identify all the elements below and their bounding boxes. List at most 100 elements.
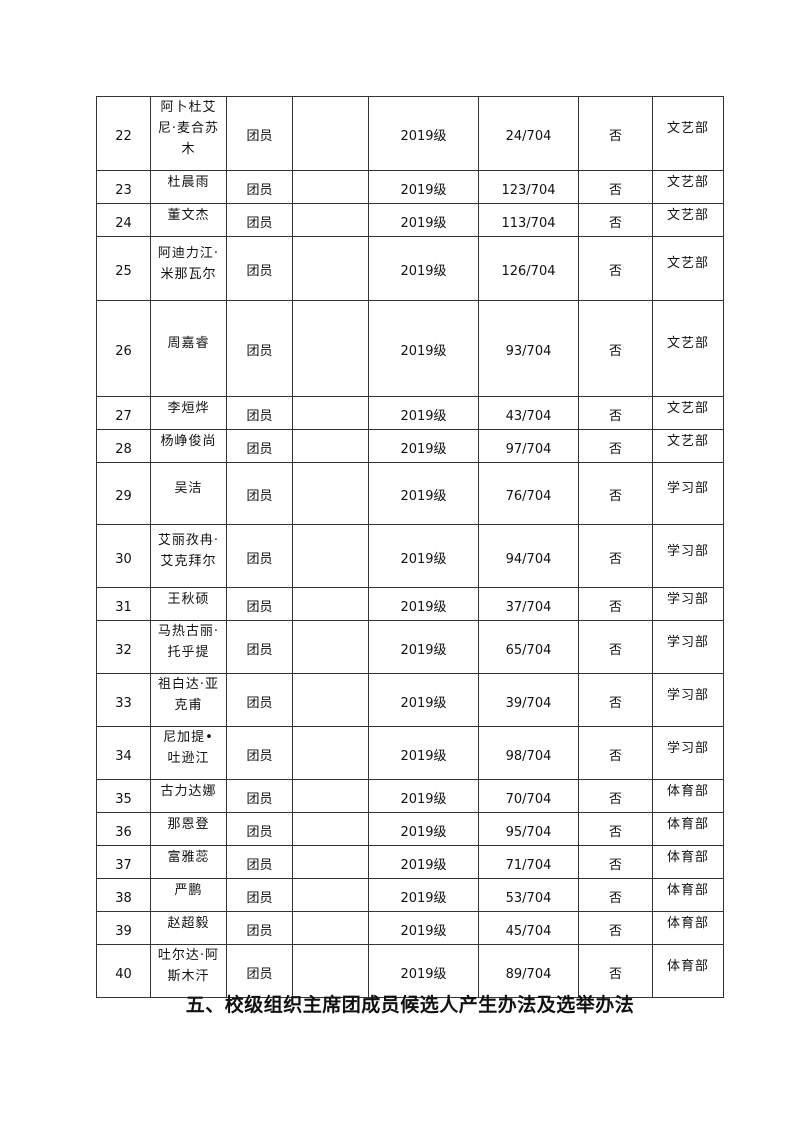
member-name: 尼加提•吐逊江 [150, 726, 227, 780]
class-rank: 98/704 [478, 726, 579, 780]
empty-cell [292, 236, 369, 301]
member-name: 那恩登 [150, 812, 227, 846]
empty-cell [292, 462, 369, 525]
grade: 2019级 [368, 779, 479, 813]
member-name: 王秋硕 [150, 587, 227, 621]
department: 体育部 [652, 812, 724, 846]
department: 文艺部 [652, 96, 724, 171]
flag-value: 否 [578, 170, 653, 204]
row-number: 27 [96, 396, 151, 430]
row-number: 22 [96, 96, 151, 171]
grade: 2019级 [368, 620, 479, 674]
empty-cell [292, 726, 369, 780]
member-role: 团员 [226, 726, 293, 780]
member-name: 艾丽孜冉·艾克拜尔 [150, 524, 227, 588]
member-name: 董文杰 [150, 203, 227, 237]
member-name: 祖白达·亚克甫 [150, 673, 227, 727]
table-row: 30 艾丽孜冉·艾克拜尔 团员 2019级 94/704 否学习部 [96, 524, 724, 588]
grade: 2019级 [368, 236, 479, 301]
empty-cell [292, 170, 369, 204]
row-number: 35 [96, 779, 151, 813]
table-row: 36 那恩登 团员 2019级 95/704 否体育部 [96, 812, 724, 846]
class-rank: 65/704 [478, 620, 579, 674]
empty-cell [292, 524, 369, 588]
department: 体育部 [652, 779, 724, 813]
member-name: 杜晨雨 [150, 170, 227, 204]
flag-value: 否 [578, 203, 653, 237]
member-name: 吴洁 [150, 462, 227, 525]
department: 文艺部 [652, 170, 724, 204]
member-name: 赵超毅 [150, 911, 227, 945]
class-rank: 126/704 [478, 236, 579, 301]
class-rank: 93/704 [478, 300, 579, 397]
member-role: 团员 [226, 170, 293, 204]
member-role: 团员 [226, 673, 293, 727]
member-role: 团员 [226, 236, 293, 301]
empty-cell [292, 878, 369, 912]
flag-value: 否 [578, 944, 653, 998]
member-role: 团员 [226, 911, 293, 945]
row-number: 37 [96, 845, 151, 879]
table-row: 38 严鹏 团员 2019级 53/704 否体育部 [96, 878, 724, 912]
flag-value: 否 [578, 236, 653, 301]
member-role: 团员 [226, 779, 293, 813]
member-name: 马热古丽·托乎提 [150, 620, 227, 674]
member-role: 团员 [226, 812, 293, 846]
member-name: 吐尔达·阿斯木汗 [150, 944, 227, 998]
grade: 2019级 [368, 587, 479, 621]
candidate-table: 22 阿卜杜艾尼·麦合苏木 团员 2019级 24/704 否文艺部 23 杜晨雨 团员 2019… [96, 96, 724, 998]
flag-value: 否 [578, 300, 653, 397]
member-name: 古力达娜 [150, 779, 227, 813]
table-row: 26 周嘉睿 团员 2019级 93/704 否文艺部 [96, 300, 724, 397]
flag-value: 否 [578, 878, 653, 912]
table-row: 32 马热古丽·托乎提 团员 2019级 65/704 否学习部 [96, 620, 724, 674]
member-role: 团员 [226, 878, 293, 912]
grade: 2019级 [368, 462, 479, 525]
row-number: 40 [96, 944, 151, 998]
empty-cell [292, 203, 369, 237]
member-role: 团员 [226, 96, 293, 171]
table-row: 33 祖白达·亚克甫 团员 2019级 39/704 否学习部 [96, 673, 724, 727]
section-heading: 五、校级组织主席团成员候选人产生办法及选举办法 [185, 994, 635, 1016]
member-role: 团员 [226, 203, 293, 237]
empty-cell [292, 673, 369, 727]
class-rank: 43/704 [478, 396, 579, 430]
member-role: 团员 [226, 462, 293, 525]
class-rank: 45/704 [478, 911, 579, 945]
flag-value: 否 [578, 812, 653, 846]
class-rank: 71/704 [478, 845, 579, 879]
flag-value: 否 [578, 96, 653, 171]
empty-cell [292, 300, 369, 397]
empty-cell [292, 845, 369, 879]
member-role: 团员 [226, 396, 293, 430]
table-row: 29 吴洁 团员 2019级 76/704 否学习部 [96, 462, 724, 525]
member-name: 杨峥俊尚 [150, 429, 227, 463]
class-rank: 24/704 [478, 96, 579, 171]
row-number: 36 [96, 812, 151, 846]
flag-value: 否 [578, 726, 653, 780]
empty-cell [292, 779, 369, 813]
department: 文艺部 [652, 236, 724, 301]
member-name: 严鹏 [150, 878, 227, 912]
flag-value: 否 [578, 779, 653, 813]
row-number: 32 [96, 620, 151, 674]
grade: 2019级 [368, 673, 479, 727]
table-row: 23 杜晨雨 团员 2019级 123/704 否文艺部 [96, 170, 724, 204]
table-row: 34 尼加提•吐逊江 团员 2019级 98/704 否学习部 [96, 726, 724, 780]
table-row: 37 富雅蕊 团员 2019级 71/704 否体育部 [96, 845, 724, 879]
row-number: 38 [96, 878, 151, 912]
grade: 2019级 [368, 203, 479, 237]
department: 学习部 [652, 524, 724, 588]
department: 体育部 [652, 878, 724, 912]
department: 体育部 [652, 911, 724, 945]
class-rank: 123/704 [478, 170, 579, 204]
flag-value: 否 [578, 429, 653, 463]
row-number: 28 [96, 429, 151, 463]
flag-value: 否 [578, 911, 653, 945]
table-row: 35 古力达娜 团员 2019级 70/704 否体育部 [96, 779, 724, 813]
class-rank: 39/704 [478, 673, 579, 727]
member-name: 阿卜杜艾尼·麦合苏木 [150, 96, 227, 171]
table-row: 25 阿迪力江·米那瓦尔 团员 2019级 126/704 否文艺部 [96, 236, 724, 301]
empty-cell [292, 812, 369, 846]
class-rank: 97/704 [478, 429, 579, 463]
